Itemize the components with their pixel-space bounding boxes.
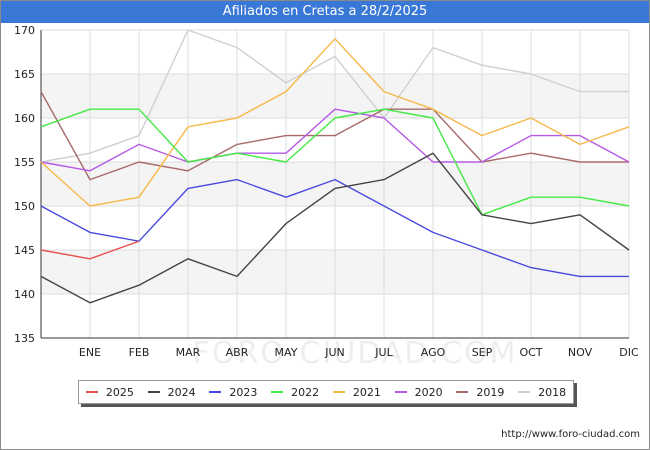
x-tick-label: ABR — [226, 346, 249, 359]
chart-title: Afiliados en Cretas a 28/2/2025 — [1, 1, 649, 23]
y-tick-label: 170 — [14, 24, 35, 37]
x-tick-label: DIC — [619, 346, 639, 359]
legend-swatch — [85, 391, 98, 393]
y-tick-label: 165 — [14, 68, 35, 81]
legend-swatch — [209, 391, 222, 393]
series-line-2021 — [40, 38, 630, 207]
x-tick-label: AGO — [421, 346, 446, 359]
legend-swatch — [271, 391, 284, 393]
legend-item-2020: 2020 — [394, 385, 443, 399]
y-tick-label: 140 — [14, 288, 35, 301]
y-tick-label: 150 — [14, 200, 35, 213]
legend-label: 2023 — [229, 385, 258, 399]
chart-legend: 2025 2024 2023 2022 2021 2020 2019 2018 — [78, 380, 574, 404]
legend-label: 2018 — [538, 385, 567, 399]
x-tick-label: MAR — [176, 346, 201, 359]
source-url: http://www.foro-ciudad.com — [501, 429, 640, 440]
x-tick-label: JUN — [324, 346, 345, 359]
watermark: FORO-CIUDAD.COM — [193, 336, 518, 371]
legend-swatch — [518, 391, 531, 393]
x-tick-label: OCT — [519, 346, 542, 359]
legend-label: 2025 — [105, 385, 134, 399]
legend-label: 2022 — [291, 385, 320, 399]
x-tick-label: ENE — [79, 346, 101, 359]
x-tick-label: FEB — [129, 346, 150, 359]
legend-item-2019: 2019 — [456, 386, 504, 399]
legend-label: 2024 — [167, 385, 196, 399]
series-line-2019 — [40, 91, 629, 181]
series-line-2018 — [40, 29, 629, 163]
x-tick-label: SEP — [472, 346, 493, 359]
y-tick-label: 145 — [14, 244, 35, 257]
x-tick-label: MAY — [275, 346, 298, 359]
legend-label: 2019 — [476, 385, 505, 399]
legend-item-2025: 2025 — [85, 385, 134, 399]
series-line-2022 — [40, 108, 630, 216]
legend-item-2022: 2022 — [271, 386, 319, 399]
legend-item-2024: 2024 — [147, 385, 196, 399]
legend-label: 2020 — [414, 385, 443, 399]
legend-swatch — [394, 391, 407, 393]
legend-label: 2021 — [352, 385, 381, 399]
y-tick-label: 155 — [14, 156, 35, 169]
series-line-2024 — [40, 152, 630, 304]
x-tick-label: JUL — [374, 346, 393, 359]
y-tick-label: 135 — [14, 332, 35, 345]
x-tick-label: NOV — [568, 346, 593, 359]
legend-swatch — [332, 391, 345, 393]
legend-item-2018: 2018 — [518, 386, 566, 399]
series-line-2020 — [40, 108, 630, 172]
legend-swatch — [456, 391, 469, 393]
series-line-2025 — [40, 240, 140, 260]
legend-item-2023: 2023 — [209, 386, 257, 399]
legend-swatch — [147, 391, 160, 393]
legend-item-2021: 2021 — [332, 385, 381, 399]
y-tick-label: 160 — [14, 112, 35, 125]
